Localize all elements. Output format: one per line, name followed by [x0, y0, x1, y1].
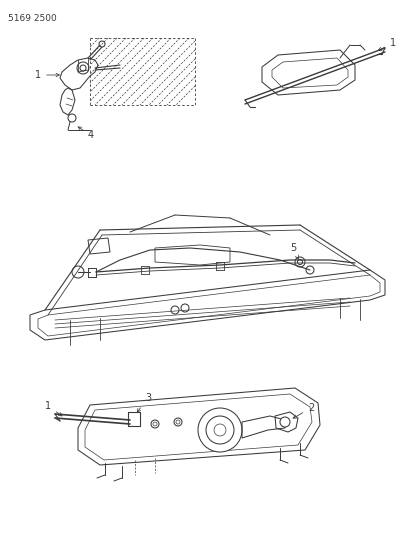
Circle shape [181, 304, 189, 312]
Circle shape [280, 417, 290, 427]
Text: 1: 1 [35, 70, 60, 80]
Circle shape [77, 62, 89, 74]
Text: 1: 1 [45, 401, 62, 416]
Circle shape [295, 257, 305, 267]
Circle shape [68, 114, 76, 122]
Circle shape [151, 420, 159, 428]
Text: 2: 2 [293, 403, 314, 418]
Circle shape [198, 408, 242, 452]
Circle shape [174, 418, 182, 426]
Circle shape [306, 266, 314, 274]
Circle shape [171, 306, 179, 314]
Text: 1: 1 [378, 38, 396, 51]
Text: 5: 5 [290, 243, 298, 259]
Circle shape [99, 41, 105, 47]
Circle shape [72, 266, 84, 278]
Text: 4: 4 [78, 127, 94, 140]
Text: 5169 2500: 5169 2500 [8, 14, 57, 23]
Text: 3: 3 [137, 393, 151, 412]
